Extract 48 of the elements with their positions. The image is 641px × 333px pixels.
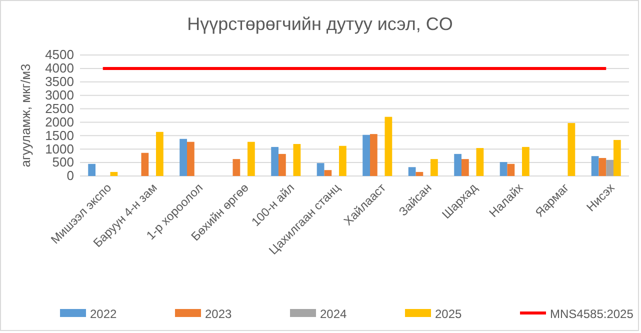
legend-label: 2024 <box>320 307 348 321</box>
legend-label: 2025 <box>435 307 462 321</box>
bar <box>324 170 332 176</box>
bar <box>248 142 255 176</box>
bar <box>606 160 614 176</box>
legend-label: MNS4585:2025 <box>550 307 634 321</box>
bar <box>362 134 370 176</box>
bar <box>614 140 621 176</box>
bar <box>339 146 346 176</box>
y-tick-label: 3000 <box>45 87 74 102</box>
y-tick-label: 4500 <box>45 47 74 62</box>
bar <box>416 172 424 176</box>
bar <box>370 134 378 176</box>
bar <box>476 148 484 176</box>
bar <box>507 164 515 176</box>
chart-title: Нүүрстөрөгчийн дутуу исэл, CO <box>187 14 453 34</box>
bar <box>591 156 599 176</box>
bar <box>278 154 286 176</box>
y-tick-label: 4000 <box>45 60 74 76</box>
bar <box>110 172 118 176</box>
y-tick-label: 2000 <box>45 114 74 130</box>
legend-label: 2022 <box>90 307 118 321</box>
bar <box>430 159 438 176</box>
legend-label: 2023 <box>205 307 232 321</box>
y-axis-title: агууламж, мкг/м3 <box>18 64 33 168</box>
bar <box>316 163 324 176</box>
bar <box>88 164 96 176</box>
bar <box>598 158 606 176</box>
bar <box>500 162 508 176</box>
bar <box>384 116 392 176</box>
bar <box>232 159 240 176</box>
bar <box>271 146 278 176</box>
bar <box>156 132 164 176</box>
y-tick-label: 3500 <box>45 74 74 90</box>
bar <box>141 152 149 176</box>
bar <box>568 123 576 176</box>
bar <box>454 154 462 176</box>
y-tick-label: 0 <box>66 168 74 184</box>
bar <box>180 138 187 176</box>
bar <box>408 167 416 176</box>
y-tick-label: 1500 <box>45 128 74 143</box>
y-tick-label: 500 <box>52 154 74 170</box>
bar <box>186 142 194 176</box>
bar <box>461 159 469 176</box>
bar <box>293 144 301 176</box>
y-tick-label: 1000 <box>45 141 74 156</box>
y-tick-label: 2500 <box>45 100 74 116</box>
bar <box>522 146 530 176</box>
